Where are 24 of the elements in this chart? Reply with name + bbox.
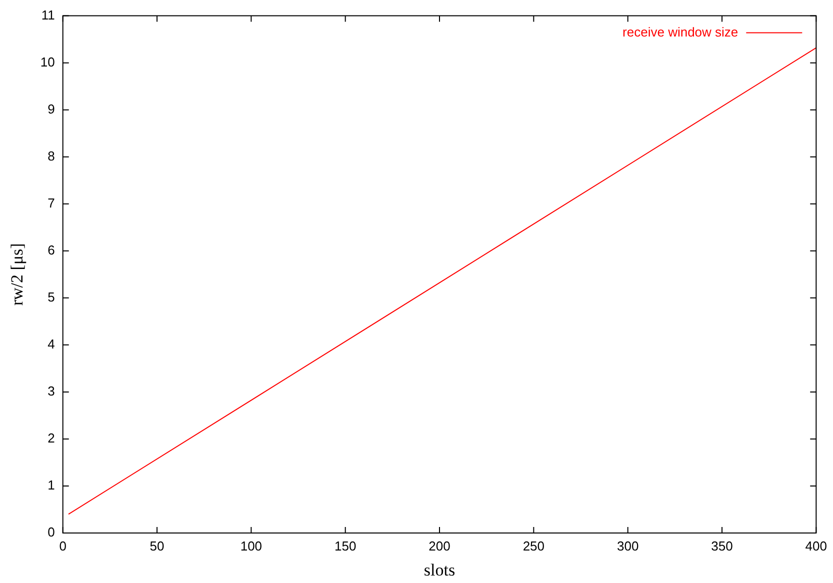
- x-tick-label: 150: [334, 538, 356, 554]
- x-tick-label: 400: [805, 538, 828, 554]
- y-tick-label: 7: [48, 195, 55, 210]
- x-tick-label: 250: [522, 538, 545, 554]
- y-tick-label: 5: [48, 289, 55, 304]
- y-tick-label: 2: [48, 430, 55, 446]
- y-tick-label: 11: [41, 7, 55, 22]
- x-axis-title: slots: [424, 560, 456, 580]
- y-tick-label: 8: [48, 148, 55, 164]
- x-tick-label: 300: [616, 538, 639, 554]
- y-tick-label: 6: [48, 242, 55, 258]
- y-tick-label: 0: [48, 524, 55, 540]
- y-tick-label: 10: [40, 54, 55, 70]
- x-tick-label: 200: [428, 538, 450, 554]
- y-tick-label: 9: [48, 101, 55, 116]
- y-tick-label: 4: [48, 336, 55, 352]
- x-tick-label: 0: [59, 538, 66, 554]
- y-tick-label: 1: [48, 478, 55, 493]
- x-tick-label: 100: [240, 538, 262, 554]
- x-tick-label: 50: [150, 538, 164, 554]
- legend-label: receive window size: [622, 24, 738, 40]
- y-axis-title: rw/2 [μs]: [8, 243, 27, 306]
- y-tick-label: 3: [48, 384, 55, 399]
- x-tick-label: 350: [711, 538, 733, 554]
